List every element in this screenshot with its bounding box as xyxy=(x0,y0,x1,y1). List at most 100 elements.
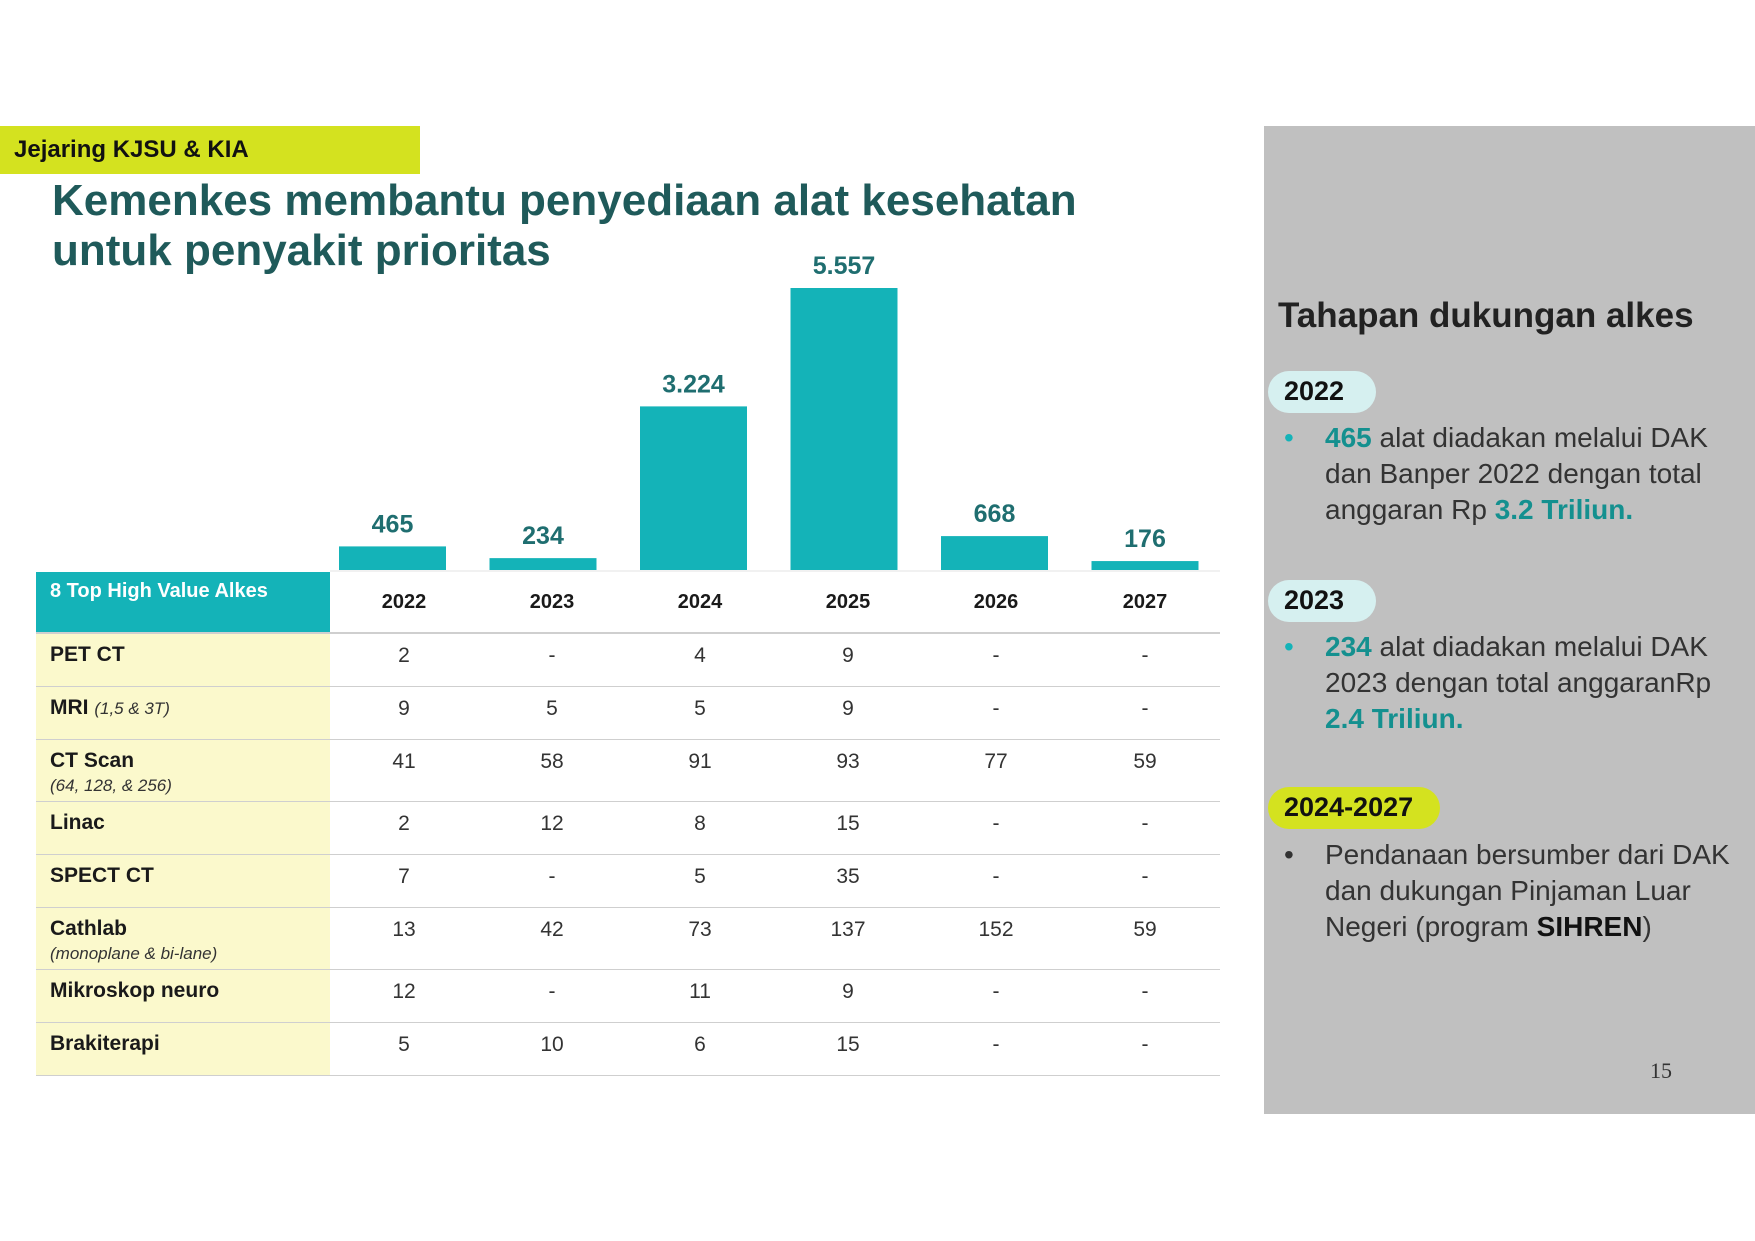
alkes-name-cell: Linac xyxy=(36,801,330,855)
highlight-text: 2.4 Triliun. xyxy=(1325,703,1464,734)
alkes-name: PET CT xyxy=(50,643,125,666)
value-cell: 58 xyxy=(478,739,626,802)
stage-description: 465 alat diadakan melalui DAK dan Banper… xyxy=(1325,420,1755,528)
stage-year-2023: 2023 xyxy=(1268,580,1376,622)
bar-value-label: 465 xyxy=(372,510,414,538)
alkes-name-cell: CT Scan (64, 128, & 256) xyxy=(36,739,330,802)
alkes-spec: (monoplane & bi-lane) xyxy=(50,943,218,963)
plain-text: Pendanaan bersumber dari DAK dan dukunga… xyxy=(1325,839,1730,942)
table-row: Cathlab (monoplane & bi-lane) 13 42 73 137 152… xyxy=(36,907,1220,970)
bar-chart: 465 234 3.224 5.557 668 176 xyxy=(330,252,1220,572)
value-cell: - xyxy=(922,969,1070,1023)
value-cell: 12 xyxy=(478,801,626,855)
value-cell: 35 xyxy=(774,854,922,908)
year-header: 2022 xyxy=(330,572,478,634)
bar-2024 xyxy=(640,406,747,570)
bar-value-label: 176 xyxy=(1124,525,1166,553)
value-cell: 93 xyxy=(774,739,922,802)
highlight-text: SIHREN xyxy=(1536,911,1643,942)
plain-text: ) xyxy=(1642,911,1652,942)
value-cell: - xyxy=(478,969,626,1023)
alkes-name: Linac xyxy=(50,810,105,834)
value-cell: 6 xyxy=(626,1022,774,1076)
value-cell: - xyxy=(1070,854,1220,908)
value-cell: 9 xyxy=(774,969,922,1023)
plain-text: alat diadakan melalui DAK 2023 dengan to… xyxy=(1325,631,1712,698)
value-cell: 9 xyxy=(774,633,922,687)
alkes-name-cell: Brakiterapi xyxy=(36,1022,330,1076)
value-cell: - xyxy=(1070,969,1220,1023)
highlight-text: 3.2 Triliun. xyxy=(1494,494,1634,525)
value-cell: 9 xyxy=(330,686,478,740)
alkes-spec: (1,5 & 3T) xyxy=(94,698,170,718)
stage-description: 234 alat diadakan melalui DAK 2023 denga… xyxy=(1325,629,1755,737)
value-cell: 9 xyxy=(774,686,922,740)
bar-value-label: 234 xyxy=(522,522,564,550)
table-row: Mikroskop neuro 12-11 9- - xyxy=(36,969,1220,1023)
table-header-row: 8 Top High Value Alkes 2022 2023 2024 20… xyxy=(36,572,1220,634)
bar-value-label: 668 xyxy=(974,500,1016,528)
table-row: Brakiterapi 5 10 6 15- - xyxy=(36,1022,1220,1076)
table-row: MRI (1,5 & 3T) 9 5 5 9- - xyxy=(36,686,1220,740)
value-cell: 137 xyxy=(774,907,922,970)
value-cell: 4 xyxy=(626,633,774,687)
page-title: Kemenkes membantu penyediaan alat keseha… xyxy=(52,176,1202,276)
value-cell: 5 xyxy=(626,854,774,908)
value-cell: - xyxy=(922,801,1070,855)
value-cell: - xyxy=(478,854,626,908)
value-cell: 5 xyxy=(330,1022,478,1076)
value-cell: 91 xyxy=(626,739,774,802)
alkes-name: Cathlab xyxy=(50,916,128,940)
alkes-name-cell: SPECT CT xyxy=(36,854,330,908)
alkes-name-cell: Mikroskop neuro xyxy=(36,969,330,1023)
value-cell: - xyxy=(922,854,1070,908)
value-cell: 59 xyxy=(1070,739,1220,802)
bullet-dot: • xyxy=(1284,839,1294,870)
value-cell: 2 xyxy=(330,801,478,855)
plain-text: alat diadakan melalui DAK dan Banper 202… xyxy=(1325,422,1708,525)
alkes-name: Mikroskop neuro xyxy=(50,978,220,1002)
value-cell: - xyxy=(922,686,1070,740)
value-cell: 15 xyxy=(774,1022,922,1076)
year-header: 2023 xyxy=(478,572,626,634)
alkes-name: CT Scan xyxy=(50,748,135,772)
value-cell: 10 xyxy=(478,1022,626,1076)
value-cell: 15 xyxy=(774,801,922,855)
alkes-name: Brakiterapi xyxy=(50,1031,160,1055)
value-cell: - xyxy=(922,1022,1070,1076)
alkes-spec: (64, 128, & 256) xyxy=(50,775,172,795)
page-number: 15 xyxy=(1650,1058,1672,1083)
bar-2022 xyxy=(339,546,446,570)
bar-value-label: 3.224 xyxy=(662,370,725,398)
title-line-2: untuk penyakit prioritas xyxy=(52,226,551,275)
value-cell: 77 xyxy=(922,739,1070,802)
bullet-dot: • xyxy=(1284,631,1294,662)
side-title: Tahapan dukungan alkes xyxy=(1278,296,1694,335)
value-cell: - xyxy=(922,633,1070,687)
table-row: PET CT 2-4 9- - xyxy=(36,633,1220,687)
value-cell: 41 xyxy=(330,739,478,802)
value-cell: - xyxy=(1070,801,1220,855)
alkes-name-cell: MRI (1,5 & 3T) xyxy=(36,686,330,740)
bar-2025 xyxy=(790,288,898,570)
value-cell: 42 xyxy=(478,907,626,970)
value-cell: 13 xyxy=(330,907,478,970)
section-tag: Jejaring KJSU & KIA xyxy=(0,126,420,174)
alkes-table: 8 Top High Value Alkes 2022 2023 2024 20… xyxy=(36,572,1220,1076)
table-row: SPECT CT 7-5 35- - xyxy=(36,854,1220,908)
table-corner-label: 8 Top High Value Alkes xyxy=(36,572,330,634)
value-cell: 59 xyxy=(1070,907,1220,970)
value-cell: - xyxy=(1070,1022,1220,1076)
value-cell: 7 xyxy=(330,854,478,908)
bullet-dot: • xyxy=(1284,422,1294,453)
alkes-name: SPECT CT xyxy=(50,863,154,887)
table-row: CT Scan (64, 128, & 256) 41 58 91 93 77 59 xyxy=(36,739,1220,802)
highlight-text: 465 xyxy=(1325,422,1372,453)
value-cell: - xyxy=(1070,633,1220,687)
title-line-1: Kemenkes membantu penyediaan alat keseha… xyxy=(52,176,1077,225)
value-cell: 73 xyxy=(626,907,774,970)
value-cell: 11 xyxy=(626,969,774,1023)
bar-2027 xyxy=(1091,561,1199,570)
value-cell: 8 xyxy=(626,801,774,855)
value-cell: 12 xyxy=(330,969,478,1023)
